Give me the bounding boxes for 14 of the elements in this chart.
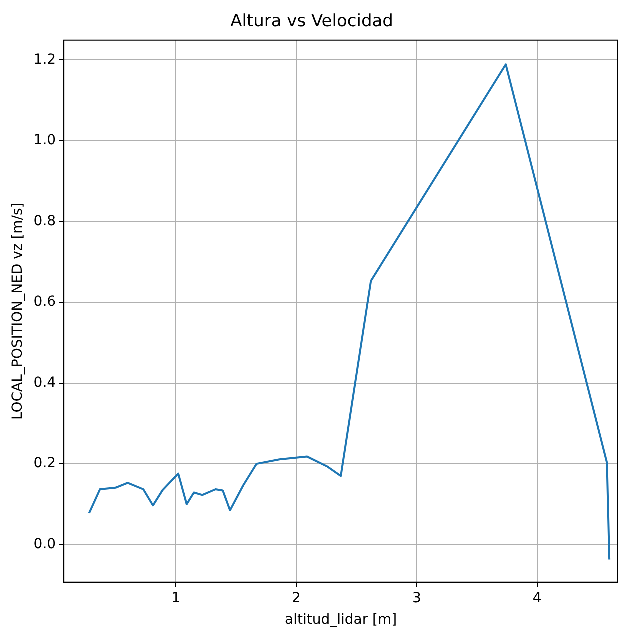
- y-tick-label: 0.6: [34, 294, 56, 310]
- x-tick-label: 4: [532, 590, 542, 606]
- y-tick-label: 1.0: [34, 132, 56, 149]
- y-tick-label: 0.0: [34, 536, 56, 552]
- y-tick-label: 0.4: [34, 374, 56, 391]
- y-tick-label: 1.2: [34, 52, 56, 68]
- y-axis-title: LOCAL_POSITION_NED vz [m/s]: [10, 202, 26, 420]
- x-tick-label: 2: [292, 590, 301, 606]
- x-axis-title: altitud_lidar [m]: [284, 612, 398, 628]
- chart-title: Altura vs Velocidad: [230, 12, 394, 32]
- x-tick-label: 3: [412, 590, 422, 606]
- y-tick-label: 0.8: [34, 213, 56, 230]
- y-tick-label: 0.2: [34, 456, 56, 472]
- x-tick-label: 1: [172, 590, 181, 606]
